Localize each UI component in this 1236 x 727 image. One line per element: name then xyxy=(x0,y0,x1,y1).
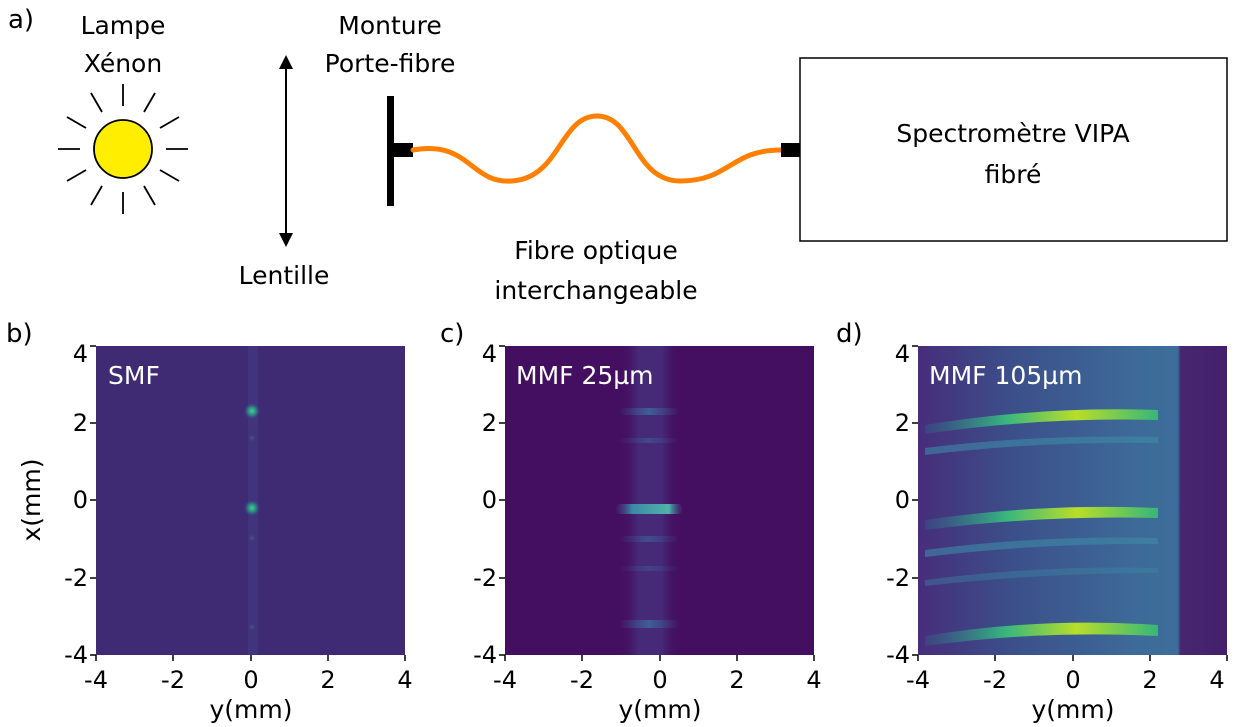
bright-spot xyxy=(243,499,261,517)
optical-fiber: Fibre optique interchangeable xyxy=(410,113,800,305)
faint-spot xyxy=(247,622,257,632)
lamp-label-line1: Lampe xyxy=(81,11,166,40)
x-axis-label: y(mm) xyxy=(209,695,292,724)
tick-label: 2 xyxy=(895,409,910,437)
x-axis-ticks xyxy=(504,655,815,661)
line-feature xyxy=(925,506,1158,530)
tick-label: 0 xyxy=(1065,666,1080,694)
heatmap-title: MMF 25µm xyxy=(516,361,654,390)
line-feature xyxy=(616,504,682,514)
fiber-label-line2: interchangeable xyxy=(494,276,697,305)
line-feature xyxy=(925,622,1158,646)
x-tick-labels: -4 -2 0 2 4 xyxy=(906,666,1225,694)
x-tick-labels: -4 -2 0 2 4 xyxy=(493,666,822,694)
spectrometer-label-line1: Spectromètre VIPA xyxy=(896,119,1129,148)
line-feature xyxy=(620,438,678,443)
panel-a-label: a) xyxy=(8,5,34,35)
fiber-connector-right xyxy=(781,143,800,157)
heatmap-mmf25: MMF 25µm -4 -2 0 2 4 4 2 0 -2 -4 y(mm) xyxy=(473,340,822,724)
y-axis-ticks xyxy=(499,345,505,656)
heatmap-title: SMF xyxy=(108,361,160,390)
tick-label: 0 xyxy=(482,486,497,514)
faint-spot xyxy=(247,533,257,543)
y-tick-labels: 4 2 0 -2 -4 xyxy=(473,340,497,669)
fiber-cable xyxy=(410,113,784,184)
tick-label: -2 xyxy=(983,666,1007,694)
y-tick-labels: 4 2 0 -2 -4 xyxy=(886,340,910,669)
tick-label: 0 xyxy=(895,486,910,514)
vipa-spectrometer: Spectromètre VIPA fibré xyxy=(799,57,1228,242)
tick-label: -2 xyxy=(64,564,88,592)
line-feature xyxy=(925,537,1158,557)
tick-label: -4 xyxy=(473,641,497,669)
y-axis-label: x(mm) xyxy=(17,458,46,541)
x-tick-labels: -4 -2 0 2 4 xyxy=(84,666,413,694)
line-feature xyxy=(620,536,678,542)
fiber-label-line1: Fibre optique xyxy=(514,236,677,265)
tick-label: 4 xyxy=(806,666,821,694)
tick-label: 4 xyxy=(482,340,497,368)
tick-label: 0 xyxy=(243,666,258,694)
tick-label: 4 xyxy=(895,340,910,368)
tick-label: -2 xyxy=(570,666,594,694)
tick-label: 2 xyxy=(729,666,744,694)
tick-label: -2 xyxy=(161,666,185,694)
tick-label: 2 xyxy=(73,409,88,437)
panel-b-label: b) xyxy=(6,319,33,349)
x-axis-ticks xyxy=(95,655,406,661)
line-feature xyxy=(925,409,1158,434)
tick-label: 4 xyxy=(397,666,412,694)
tick-label: -2 xyxy=(886,564,910,592)
tick-label: -4 xyxy=(64,641,88,669)
tick-label: -4 xyxy=(886,641,910,669)
line-feature xyxy=(925,567,1158,586)
tick-label: 2 xyxy=(482,409,497,437)
fiber-mount: Monture Porte-fibre xyxy=(325,11,456,206)
x-axis-ticks xyxy=(917,655,1228,661)
x-axis-label: y(mm) xyxy=(618,695,701,724)
y-axis-ticks xyxy=(912,345,918,656)
line-feature xyxy=(620,408,678,415)
fiber-connector-left xyxy=(394,143,413,157)
tick-label: 2 xyxy=(1142,666,1157,694)
line-feature xyxy=(925,436,1158,455)
tick-label: 0 xyxy=(73,486,88,514)
bright-spot xyxy=(243,402,261,420)
tick-label: -2 xyxy=(473,564,497,592)
tick-label: 4 xyxy=(73,340,88,368)
lamp-label-line2: Xénon xyxy=(84,49,162,78)
faint-spot xyxy=(247,433,257,443)
line-feature xyxy=(620,566,678,571)
spectrometer-label-line2: fibré xyxy=(985,160,1042,189)
line-feature xyxy=(620,620,678,628)
heatmap-title: MMF 105µm xyxy=(929,361,1082,390)
panel-d-label: d) xyxy=(836,319,863,349)
lens-label: Lentille xyxy=(239,261,330,290)
tick-label: 2 xyxy=(320,666,335,694)
mount-label-line1: Monture xyxy=(338,11,441,40)
tick-label: 0 xyxy=(652,666,667,694)
xenon-lamp: Lampe Xénon xyxy=(58,11,188,214)
heatmap-background xyxy=(918,346,1227,655)
y-tick-labels: 4 2 0 -2 -4 xyxy=(64,340,88,669)
x-axis-label: y(mm) xyxy=(1031,695,1114,724)
y-axis-ticks xyxy=(90,345,96,656)
faint-band xyxy=(620,346,680,655)
tick-label: -4 xyxy=(906,666,930,694)
heatmap-smf: SMF -4 -2 0 2 4 4 2 0 -2 -4 y(mm) x(mm) xyxy=(17,340,413,724)
panel-c-label: c) xyxy=(440,319,464,349)
spectrometer-box xyxy=(799,57,1228,242)
lens: Lentille xyxy=(239,55,330,290)
tick-label: -4 xyxy=(84,666,108,694)
tick-label: -4 xyxy=(493,666,517,694)
mount-label-line2: Porte-fibre xyxy=(325,49,456,78)
heatmap-mmf105: MMF 105µm -4 -2 0 2 4 4 2 0 -2 -4 y(mm) xyxy=(886,340,1228,724)
tick-label: 4 xyxy=(1209,666,1224,694)
sun-icon xyxy=(58,84,188,214)
mount-plate xyxy=(387,96,394,206)
